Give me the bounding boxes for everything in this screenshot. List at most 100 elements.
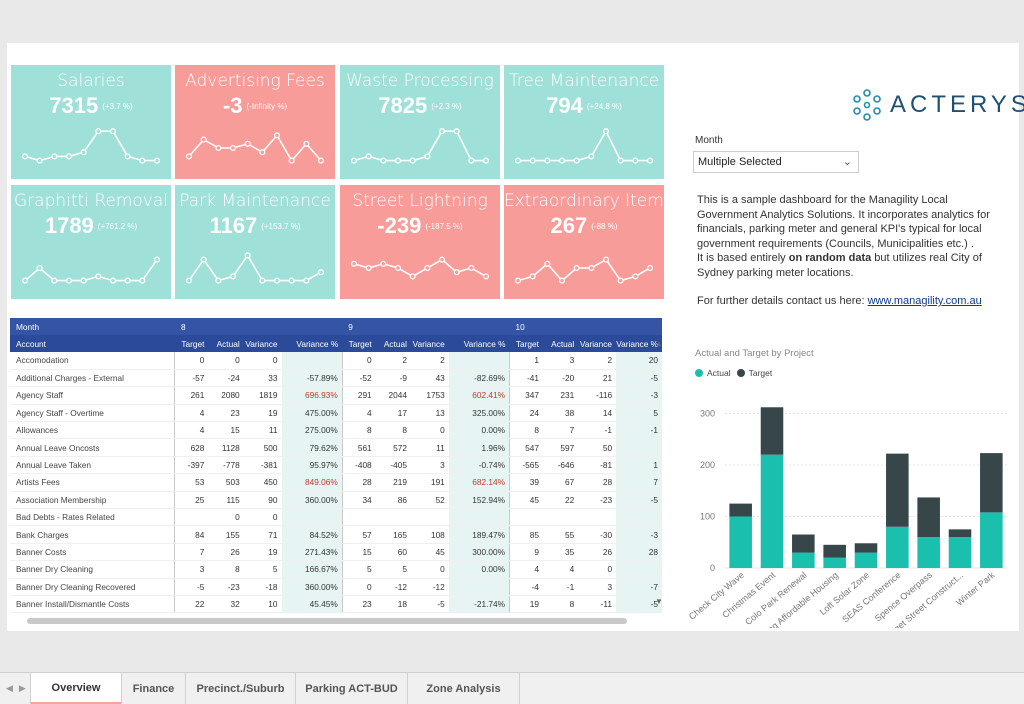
value-cell: 19 [243, 543, 282, 562]
chevron-down-icon[interactable]: ⌄ [842, 156, 852, 168]
sparkline-point [21, 153, 29, 160]
table-row[interactable]: Banner Dry Cleaning 3 8 5 166.67% 5 5 0 0.00% 4 4 0 [10, 560, 662, 579]
bar-target[interactable] [980, 453, 1003, 513]
bar-target[interactable] [792, 534, 815, 553]
column-header[interactable]: Variance [243, 335, 282, 352]
bar-target[interactable] [948, 529, 972, 538]
bar-actual[interactable] [792, 552, 815, 568]
value-cell: -57.89% [281, 369, 343, 388]
tab-overview[interactable]: Overview [30, 673, 122, 704]
month-column-header[interactable]: 10 [509, 318, 662, 335]
value-cell: 475.00% [281, 404, 343, 423]
value-cell: 57 [341, 525, 376, 544]
kpi-card[interactable]: Park Maintenance 1167 (+153.7 %) [175, 185, 335, 299]
column-header[interactable]: Target [174, 335, 209, 352]
table-row[interactable]: Agency Staff - Overtime 4 23 19 475.00% 4 17 13… [10, 404, 662, 423]
table-vertical-scrollbar[interactable]: ▲ ▼ [655, 339, 663, 609]
bar-target[interactable] [854, 543, 878, 553]
table-row[interactable]: Banner Costs 7 26 19 271.43% 15 60 45 300.00% 9 35… [10, 543, 662, 562]
bar-actual[interactable] [980, 512, 1003, 568]
table-row[interactable]: Banner Install/Dismantle Costs 22 32 10 45.4… [10, 595, 662, 614]
legend-actual[interactable]: Actual [707, 368, 731, 378]
column-header[interactable]: Target [509, 335, 543, 352]
kpi-card[interactable]: Street Lightning -239 (-187.5 %) [340, 185, 500, 299]
desc-text: For further details contact us here: [697, 295, 868, 307]
tab-parking-act-bud[interactable]: Parking ACT-BUD [296, 673, 408, 704]
value-cell: 11 [410, 438, 449, 457]
column-header[interactable]: Actual [542, 335, 579, 352]
table-row[interactable]: Association Membership 25 115 90 360.00% 34 86… [10, 491, 662, 510]
value-cell: 23 [341, 595, 376, 614]
table-row[interactable]: Additional Charges - External -57 -24 33 -57… [10, 369, 662, 388]
sparkline-point [380, 260, 387, 267]
bar-actual[interactable] [760, 454, 784, 568]
column-header[interactable]: Variance [578, 335, 617, 352]
table-row[interactable]: Accomodation 0 0 0 0 2 2 1 3 2 20 [10, 352, 662, 370]
table-row[interactable]: Allowances 4 15 11 275.00% 8 8 0 0.00% 8 7 -1 -1 [10, 421, 662, 440]
scroll-down-icon[interactable]: ▼ [655, 597, 663, 606]
sparkline-point [350, 260, 358, 267]
month-slicer[interactable]: Multiple Selected ⌄ [693, 151, 859, 173]
value-cell: 628 [174, 438, 209, 457]
sparkline-point [365, 153, 372, 160]
bar-target[interactable] [823, 544, 846, 558]
table-row[interactable]: Banner Dry Cleaning Recovered -5 -23 -18 360… [10, 578, 662, 596]
value-cell: -5 [410, 595, 449, 614]
value-cell: 8 [542, 595, 579, 614]
bar-actual[interactable] [823, 557, 846, 568]
sparkline-point [573, 264, 580, 272]
bar-target[interactable] [760, 407, 784, 455]
sparkline-point [51, 277, 58, 284]
kpi-card[interactable]: Waste Processing 7825 (+2.3 %) [340, 65, 500, 179]
tab-precinct-suburb[interactable]: Precinct./Suburb [186, 673, 296, 704]
kpi-change: (+24.8 %) [586, 102, 622, 111]
month-column-header[interactable]: 9 [342, 318, 510, 335]
table-row[interactable]: Annual Leave Oncosts 628 1128 500 79.62% 561 5… [10, 438, 662, 457]
account-header[interactable]: Account [10, 335, 175, 352]
kpi-card[interactable]: Extraordinary Items 267 (-88 %) [504, 185, 673, 299]
column-header[interactable]: Variance [410, 335, 449, 352]
kpi-change: (-88 %) [591, 222, 618, 231]
month-column-header[interactable]: 8 [174, 318, 343, 335]
table-horizontal-scrollbar[interactable] [27, 618, 627, 624]
value-cell: 3 [542, 352, 579, 370]
column-header[interactable]: Variance % [281, 335, 343, 352]
bar-actual[interactable] [854, 552, 878, 568]
bar-actual[interactable] [917, 537, 940, 568]
bar-actual[interactable] [948, 537, 972, 568]
bar-target[interactable] [917, 497, 940, 538]
tab-finance[interactable]: Finance [122, 673, 186, 704]
managility-link[interactable]: www.managility.com.au [867, 295, 982, 307]
sparkline-point [514, 157, 522, 164]
kpi-card[interactable]: Advertising Fees -3 (-Infinity %) [175, 65, 335, 179]
table-row[interactable]: Agency Staff 261 2080 1819 696.93% 291 2044 175… [10, 386, 662, 405]
value-cell: -3 [616, 386, 662, 405]
account-cell: Bad Debts - Rates Related [10, 508, 175, 527]
table-row[interactable]: Artists Fees 53 503 450 849.06% 28 219 191 682.1… [10, 473, 662, 492]
value-cell: 53 [174, 473, 209, 492]
value-cell [616, 508, 662, 527]
legend-target[interactable]: Target [748, 368, 773, 378]
column-header[interactable]: Actual [375, 335, 411, 352]
column-header[interactable]: Variance % [448, 335, 510, 352]
column-header[interactable]: Variance % [616, 335, 662, 352]
bar-actual[interactable] [886, 526, 909, 568]
scroll-up-icon[interactable]: ▲ [655, 339, 663, 348]
bar-target[interactable] [729, 503, 752, 517]
kpi-card[interactable]: Graphitti Removal 1789 (+761.2 %) [11, 185, 171, 299]
sparkline-point [124, 153, 131, 160]
table-row[interactable]: Bad Debts - Rates Related 0 0 [10, 508, 662, 527]
sparkline-point [544, 157, 551, 164]
kpi-card[interactable]: Tree Maintenance 794 (+24.8 %) [504, 65, 664, 179]
tab-scroll-arrows-icon[interactable]: ◀▶ [6, 683, 32, 693]
sparkline-line [517, 258, 651, 282]
column-header[interactable]: Actual [208, 335, 244, 352]
kpi-title: Street Lightning [352, 191, 488, 211]
kpi-card[interactable]: Salaries 7315 (+3.7 %) [11, 65, 171, 179]
column-header[interactable]: Target [342, 335, 376, 352]
table-row[interactable]: Bank Charges 84 155 71 84.52% 57 165 108 189.47%… [10, 525, 662, 544]
bar-target[interactable] [886, 453, 909, 527]
table-row[interactable]: Annual Leave Taken -397 -778 -381 95.97% -408… [10, 456, 662, 475]
bar-actual[interactable] [729, 516, 752, 568]
tab-zone-analysis[interactable]: Zone Analysis [408, 673, 520, 704]
